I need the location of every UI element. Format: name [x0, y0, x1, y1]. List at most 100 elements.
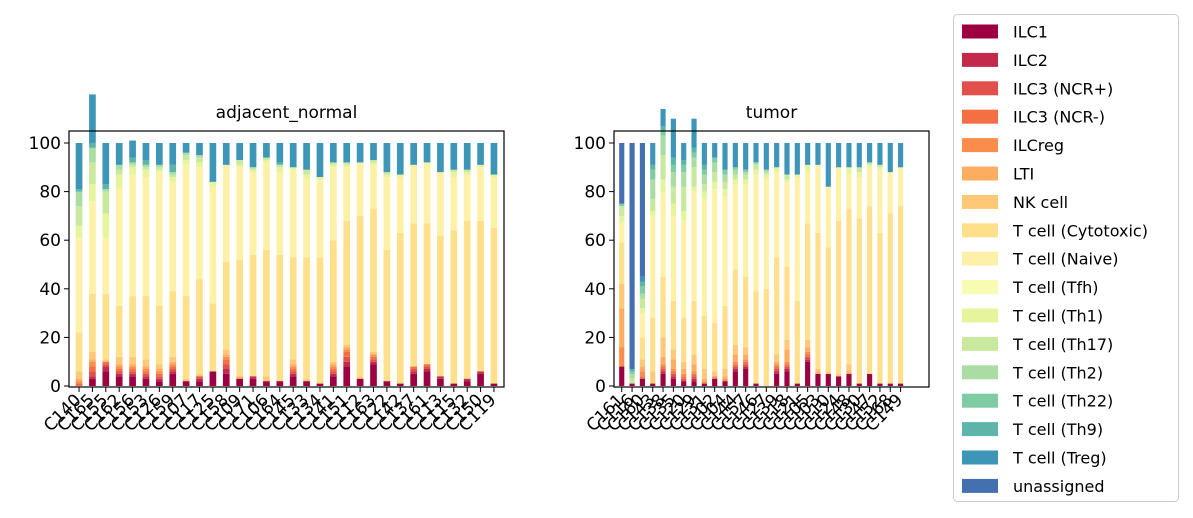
bar-segment	[774, 143, 780, 168]
bar-segment	[650, 371, 656, 384]
bar-segment	[463, 174, 471, 221]
bar-segment	[887, 383, 893, 386]
bar-segment	[303, 179, 310, 258]
bar-segment	[370, 208, 377, 352]
legend-item: NK cell	[962, 193, 1068, 212]
bar-segment	[774, 354, 780, 362]
bar-segment	[89, 201, 96, 294]
legend-swatch	[962, 24, 998, 39]
bar-segment	[639, 366, 645, 372]
bar-segment	[316, 383, 324, 386]
bar-segment	[743, 359, 749, 362]
bar-segment	[815, 368, 821, 372]
bar-segment	[722, 196, 728, 306]
bar-segment	[276, 381, 284, 386]
bar-segment	[142, 373, 150, 377]
bar-segment	[774, 361, 780, 365]
bar-segment	[102, 143, 110, 185]
bar-segment	[753, 143, 759, 163]
bar-segment	[169, 364, 177, 367]
legend-item: T cell (Th9)	[962, 420, 1103, 439]
bar-segment	[660, 125, 666, 131]
bar-segment	[196, 279, 203, 374]
bar-segment	[289, 169, 297, 258]
bar-segment	[784, 174, 790, 180]
bar-segment	[815, 232, 821, 369]
bar-segment	[249, 254, 257, 377]
legend-swatch	[962, 280, 998, 295]
bar-segment	[370, 359, 377, 362]
bar-segment	[276, 254, 284, 382]
legend-label: ILC2	[1013, 51, 1048, 70]
bar-segment	[236, 376, 243, 379]
bar-segment	[784, 371, 790, 386]
bar-segment	[784, 179, 790, 182]
bar-segment	[691, 373, 697, 377]
bar-segment	[743, 364, 749, 367]
panel-title: adjacent_normal	[216, 103, 358, 123]
legend-label: LTI	[1013, 165, 1034, 184]
bar-segment	[784, 339, 790, 350]
bar-segment	[129, 162, 136, 165]
bar-segment	[774, 366, 780, 369]
bar-segment	[743, 174, 749, 180]
bar-segment	[276, 164, 284, 168]
y-tick-label: 80	[584, 183, 606, 203]
bar-segment	[867, 167, 873, 207]
bar-segment	[437, 378, 444, 386]
bar-segment	[169, 174, 177, 178]
bar-segment	[836, 143, 842, 168]
bar-segment	[89, 376, 96, 379]
bar-segment	[898, 167, 904, 207]
bar-segment	[396, 143, 404, 175]
bar-segment	[887, 143, 893, 173]
bar-segment	[691, 118, 697, 148]
y-tick-label: 80	[39, 183, 61, 203]
bar-segment	[410, 366, 417, 369]
bar-segment	[289, 376, 297, 386]
bar-segment	[142, 143, 150, 161]
legend-item: T cell (Naive)	[962, 250, 1119, 269]
bar-segment	[316, 143, 324, 178]
bar-segment	[450, 383, 458, 386]
plot-frame	[68, 130, 505, 388]
bar-segment	[370, 160, 377, 163]
bar-segment	[650, 169, 656, 180]
bar-segment	[490, 143, 498, 175]
bar-segment	[619, 366, 625, 386]
bar-segment	[383, 172, 391, 175]
bar-segment	[629, 378, 635, 384]
bar-segment	[142, 177, 150, 297]
bar-segment	[701, 315, 707, 369]
bar-segment	[370, 361, 377, 365]
legend-swatch	[962, 138, 998, 153]
bar-segment	[477, 373, 484, 386]
bar-segment	[815, 371, 821, 374]
y-tick-label: 60	[584, 231, 606, 251]
bar-segment	[836, 167, 842, 221]
bar-segment	[619, 203, 625, 207]
bar-segment	[156, 371, 163, 374]
bar-segment	[856, 177, 862, 219]
bar-segment	[877, 164, 883, 168]
bar-segment	[753, 291, 759, 384]
bar-segment	[236, 378, 243, 386]
bar-segment	[276, 143, 284, 163]
bar-segment	[142, 169, 150, 178]
bar-segment	[75, 237, 83, 333]
bar-segment	[732, 371, 738, 386]
bar-segment	[303, 378, 310, 382]
bar-segment	[722, 381, 728, 386]
bar-segment	[89, 293, 96, 352]
legend-swatch	[962, 194, 998, 209]
legend-item: LTI	[962, 165, 1034, 184]
bar-segment	[681, 186, 687, 212]
bar-segment	[222, 349, 230, 355]
bar-segment	[490, 383, 498, 386]
bar-segment	[142, 359, 150, 367]
bar-segment	[222, 359, 230, 365]
bar-segment	[370, 351, 377, 355]
bar-segment	[156, 376, 163, 379]
bar-segment	[102, 189, 110, 192]
bar-segment	[732, 269, 738, 345]
